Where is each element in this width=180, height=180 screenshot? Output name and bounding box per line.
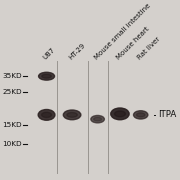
Text: Mouse heart: Mouse heart — [116, 25, 151, 60]
Text: 10KD: 10KD — [2, 141, 22, 147]
Text: 25KD: 25KD — [2, 89, 22, 95]
Text: HT-29: HT-29 — [68, 42, 86, 60]
Text: 35KD: 35KD — [2, 73, 22, 79]
Ellipse shape — [94, 117, 102, 121]
Text: Rat liver: Rat liver — [136, 36, 161, 60]
Text: U87: U87 — [42, 46, 57, 60]
Ellipse shape — [67, 112, 77, 117]
Ellipse shape — [38, 109, 55, 120]
Text: ITPA: ITPA — [158, 110, 177, 119]
Ellipse shape — [63, 110, 81, 120]
Ellipse shape — [39, 72, 55, 80]
Ellipse shape — [136, 113, 145, 117]
Ellipse shape — [91, 115, 104, 123]
Text: Mouse small intestine: Mouse small intestine — [93, 2, 152, 60]
Ellipse shape — [42, 74, 51, 78]
Ellipse shape — [114, 111, 125, 117]
Ellipse shape — [134, 111, 148, 119]
Ellipse shape — [111, 108, 129, 120]
Ellipse shape — [42, 112, 52, 118]
Text: 15KD: 15KD — [2, 122, 22, 128]
